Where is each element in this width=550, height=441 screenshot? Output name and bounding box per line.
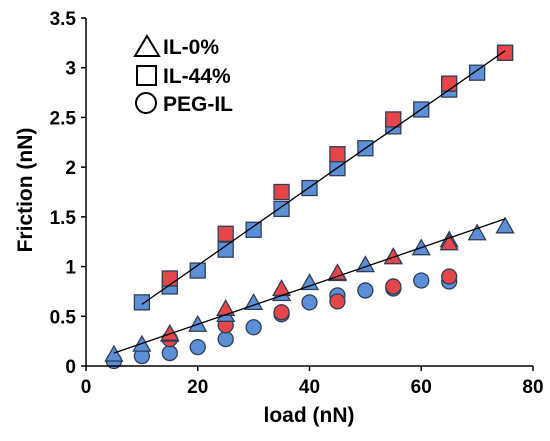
data-point-square-red: [496, 44, 514, 61]
x-tick-label: 0: [81, 377, 92, 398]
legend-item-il-0: IL-0%: [133, 34, 219, 59]
legend-square-marker: [136, 65, 157, 86]
data-point-circle-red: [441, 268, 458, 285]
data-point-triangle-red: [383, 247, 403, 265]
legend: IL-0% IL-44% PEG-IL: [133, 34, 233, 116]
data-point-triangle-blue: [467, 223, 487, 241]
data-point-triangle-blue: [104, 344, 124, 362]
legend-label-il-0: IL-0%: [163, 36, 219, 59]
data-point-triangle-red: [327, 263, 348, 281]
legend-item-il-44: IL-44%: [136, 65, 231, 88]
data-point-triangle-blue: [299, 273, 320, 291]
y-tick-label: 1.5: [50, 208, 77, 229]
y-axis-title: Friction (nN): [14, 128, 37, 253]
legend-circle-marker: [135, 92, 157, 114]
data-point-circle-blue: [413, 272, 430, 289]
x-axis-title: load (nN): [264, 404, 355, 427]
plot-area: [104, 44, 515, 370]
data-point-circle-blue: [357, 282, 374, 299]
data-point-circle-blue: [245, 319, 262, 336]
y-tick-label: 3: [65, 59, 76, 80]
data-point-circle-blue: [217, 331, 234, 348]
data-point-square-red: [329, 146, 346, 163]
y-tick-label: 0: [65, 357, 76, 378]
x-tick-label: 80: [522, 377, 543, 398]
data-point-circle-blue: [161, 344, 178, 362]
data-point-square-blue: [273, 200, 290, 218]
data-point-circle-red: [329, 293, 346, 310]
data-point-square-red: [217, 225, 234, 242]
tick-labels: 0 20 40 60 80 0 0.5 1 1.5 2 2.5 3 3.5: [50, 9, 544, 398]
data-point-circle-red: [385, 278, 402, 295]
data-point-circle-red: [273, 304, 290, 321]
legend-label-peg-il: PEG-IL: [163, 93, 233, 116]
data-point-square-red: [385, 111, 402, 128]
legend-item-peg-il: PEG-IL: [135, 92, 233, 116]
y-tick-label: 2.5: [50, 108, 77, 129]
data-point-square-red: [273, 183, 290, 201]
y-tick-label: 1: [65, 258, 76, 279]
legend-label-il-44: IL-44%: [163, 65, 231, 88]
data-point-square-red: [441, 75, 458, 92]
data-point-circle-blue: [189, 338, 206, 356]
trendline: [113, 218, 506, 354]
data-point-triangle-blue: [495, 216, 515, 234]
data-point-circle-blue: [301, 294, 318, 311]
y-tick-label: 2: [65, 158, 76, 179]
data-point-square-blue: [133, 294, 151, 311]
data-point-triangle-red: [160, 323, 180, 341]
data-point-square-blue: [245, 221, 262, 238]
x-tick-label: 40: [299, 377, 320, 398]
data-point-square-red: [161, 270, 178, 287]
data-point-triangle-blue: [244, 293, 264, 311]
trendline: [141, 50, 506, 305]
axes: [81, 17, 534, 371]
x-tick-label: 60: [411, 377, 432, 398]
data-point-triangle-red: [439, 233, 459, 251]
x-tick-label: 20: [187, 377, 208, 398]
legend-triangle-marker: [133, 34, 161, 57]
data-point-square-blue: [217, 241, 234, 258]
data-point-square-blue: [468, 64, 486, 81]
y-tick-label: 0.5: [50, 307, 77, 328]
y-tick-label: 3.5: [50, 9, 77, 30]
